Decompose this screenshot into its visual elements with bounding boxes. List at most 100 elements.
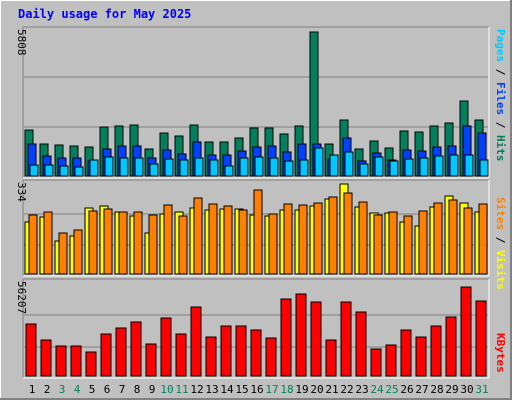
bar-kbytes-day-8: [130, 321, 142, 377]
bar-sites-day-15: [238, 209, 248, 275]
bar-sites-day-18: [283, 203, 293, 275]
ymax-label-bottom: 56207: [15, 281, 28, 314]
bar-pages-day-31: [479, 159, 489, 177]
ymax-label-middle: 334: [15, 182, 28, 202]
bar-pages-day-18: [284, 160, 294, 177]
bar-sites-day-10: [163, 204, 173, 275]
x-label-day-27: 27: [415, 383, 428, 396]
bar-pages-day-26: [404, 158, 414, 177]
x-label-day-5: 5: [89, 383, 96, 396]
bar-pages-day-24: [374, 156, 384, 177]
legend-hits: Hits: [494, 135, 507, 162]
bar-kbytes-day-12: [190, 306, 202, 377]
bar-sites-day-1: [28, 214, 38, 275]
bar-kbytes-day-11: [175, 333, 187, 377]
x-label-day-23: 23: [355, 383, 368, 396]
legend-middle: Sites / Visits: [494, 197, 507, 290]
bar-sites-day-26: [403, 215, 413, 275]
x-label-day-31: 31: [475, 383, 488, 396]
x-axis-labels: 1 2 3 4 5 6 7 8 9 10 11 12 13 14 15 16 17 18 19 20 21 22 23 24 2…: [29, 383, 489, 396]
x-label-day-15: 15: [235, 383, 248, 396]
bar-sites-day-22: [343, 192, 353, 275]
bar-pages-day-20: [314, 147, 324, 177]
bar-kbytes-day-20: [310, 301, 322, 377]
x-label-day-20: 20: [310, 383, 323, 396]
bar-pages-day-15: [239, 157, 249, 177]
x-label-day-8: 8: [134, 383, 141, 396]
bar-pages-day-13: [209, 159, 219, 177]
x-label-day-2: 2: [44, 383, 51, 396]
bar-kbytes-day-1: [25, 323, 37, 377]
bar-pages-day-29: [449, 154, 459, 177]
bar-sites-day-20: [313, 202, 323, 275]
bar-kbytes-day-10: [160, 317, 172, 377]
legend-pages: Pages: [494, 29, 507, 62]
bar-kbytes-day-4: [70, 345, 82, 377]
bar-sites-day-4: [73, 229, 83, 275]
legend-top: Pages / Files / Hits: [494, 29, 507, 162]
x-label-day-4: 4: [74, 383, 81, 396]
bar-pages-day-4: [74, 166, 84, 177]
bar-sites-day-3: [58, 232, 68, 275]
x-label-day-6: 6: [104, 383, 111, 396]
bar-sites-day-5: [88, 210, 98, 275]
bar-sites-day-30: [463, 207, 473, 275]
bar-sites-day-25: [388, 211, 398, 275]
bar-kbytes-day-27: [415, 336, 427, 377]
bar-sites-day-21: [328, 196, 338, 275]
bar-pages-day-27: [419, 157, 429, 177]
bar-pages-day-17: [269, 157, 279, 177]
x-label-day-30: 30: [460, 383, 473, 396]
bar-pages-day-8: [134, 157, 144, 177]
bar-sites-day-8: [133, 211, 143, 275]
bar-kbytes-day-22: [340, 301, 352, 377]
bar-sites-day-23: [358, 201, 368, 275]
chart-bars: [24, 31, 489, 377]
bar-kbytes-day-15: [235, 325, 247, 377]
bar-sites-day-31: [478, 203, 488, 275]
bar-pages-day-3: [59, 165, 69, 177]
x-label-day-3: 3: [59, 383, 66, 396]
bar-sites-day-19: [298, 204, 308, 275]
x-label-day-1: 1: [29, 383, 36, 396]
bar-pages-day-19: [299, 159, 309, 177]
bar-sites-day-16: [253, 189, 263, 275]
bar-pages-day-14: [224, 165, 234, 177]
bar-kbytes-day-7: [115, 327, 127, 377]
bar-sites-day-24: [373, 214, 383, 275]
ymax-label-top: 5808: [15, 29, 28, 56]
bar-kbytes-day-23: [355, 311, 367, 377]
bar-kbytes-day-17: [265, 337, 277, 377]
x-label-day-29: 29: [445, 383, 458, 396]
bar-kbytes-day-14: [220, 325, 232, 377]
legend-bottom: KBytes: [494, 333, 507, 373]
x-label-day-14: 14: [220, 383, 234, 396]
bar-pages-day-11: [179, 159, 189, 177]
x-label-day-12: 12: [190, 383, 203, 396]
bar-pages-day-2: [44, 164, 54, 177]
bar-pages-day-22: [344, 151, 354, 177]
x-label-day-19: 19: [295, 383, 308, 396]
bar-sites-day-6: [103, 208, 113, 275]
bar-sites-day-11: [178, 215, 188, 275]
legend-files: Files: [494, 82, 507, 115]
x-label-day-10: 10: [160, 383, 173, 396]
x-label-day-22: 22: [340, 383, 353, 396]
bar-pages-day-30: [464, 154, 474, 177]
bar-kbytes-day-19: [295, 293, 307, 377]
bar-pages-day-7: [119, 157, 129, 177]
bar-kbytes-day-28: [430, 325, 442, 377]
bar-pages-day-1: [29, 164, 39, 177]
bar-pages-day-21: [329, 154, 339, 177]
x-label-day-7: 7: [119, 383, 126, 396]
bar-sites-day-14: [223, 205, 233, 275]
bar-pages-day-6: [104, 156, 114, 177]
x-label-day-21: 21: [325, 383, 338, 396]
bar-sites-day-7: [118, 211, 128, 275]
svg-text:Pages / Files / Hits: Pages / Files / Hits: [494, 29, 507, 162]
bar-pages-day-16: [254, 156, 264, 177]
bar-kbytes-day-21: [325, 339, 337, 377]
bar-kbytes-day-5: [85, 351, 97, 377]
bar-sites-day-29: [448, 199, 458, 275]
